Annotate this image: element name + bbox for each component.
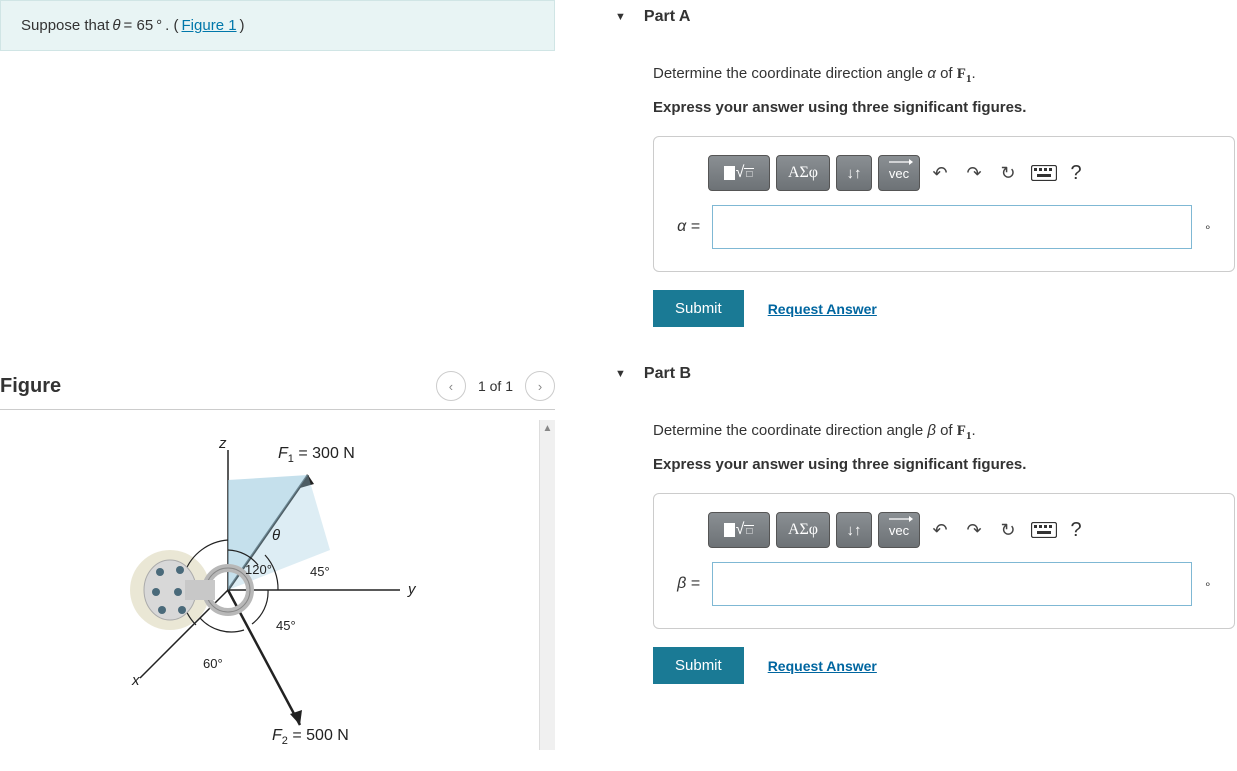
- formula-template-button[interactable]: √□: [708, 512, 770, 548]
- caret-down-icon: ▼: [615, 368, 626, 380]
- reset-button[interactable]: ↻: [994, 512, 1022, 548]
- angle-120: 120°: [245, 562, 272, 577]
- redo-button[interactable]: ↷: [960, 155, 988, 191]
- figure-scrollbar[interactable]: ▲: [539, 420, 555, 750]
- f1-label: F1 = 300 N: [278, 445, 355, 465]
- part-b-unit: ∘: [1204, 577, 1216, 591]
- problem-suffix: . (: [165, 17, 178, 34]
- keyboard-button[interactable]: [1028, 155, 1060, 191]
- part-a-submit-button[interactable]: Submit: [653, 290, 744, 327]
- figure-title: Figure: [0, 375, 61, 398]
- f2-label: F2 = 500 N: [272, 727, 349, 747]
- undo-button[interactable]: ↶: [926, 512, 954, 548]
- part-b-header[interactable]: ▼ Part B: [605, 357, 1235, 392]
- part-b-input[interactable]: [712, 562, 1192, 606]
- figure-next-button[interactable]: ›: [525, 371, 555, 401]
- part-a-title: Part A: [644, 8, 691, 26]
- problem-degree: °: [156, 17, 162, 34]
- scroll-up-icon: ▲: [540, 420, 555, 436]
- keyboard-button[interactable]: [1028, 512, 1060, 548]
- figure-body: z y x F1 = 300 N F2 = 500 N θ 120° 45° 4…: [0, 420, 555, 750]
- problem-equals: = 65: [124, 17, 154, 34]
- problem-prefix: Suppose that: [21, 17, 109, 34]
- part-a-hint: Express your answer using three signific…: [653, 99, 1235, 116]
- formula-template-button[interactable]: √□: [708, 155, 770, 191]
- part-b-hint: Express your answer using three signific…: [653, 456, 1235, 473]
- greek-symbols-button[interactable]: ΑΣφ: [776, 512, 830, 548]
- help-button[interactable]: ?: [1066, 155, 1086, 191]
- part-b-prompt: Determine the coordinate direction angle…: [653, 422, 1235, 442]
- axis-y-label: y: [407, 581, 417, 598]
- part-a-label: α =: [672, 218, 700, 236]
- part-b-label: β =: [672, 575, 700, 593]
- part-a-input[interactable]: [712, 205, 1192, 249]
- theta-label: θ: [272, 527, 280, 544]
- part-a-request-link[interactable]: Request Answer: [768, 301, 877, 317]
- axis-z-label: z: [218, 435, 227, 452]
- part-b: ▼ Part B Determine the coordinate direct…: [605, 357, 1235, 684]
- figure-nav-text: 1 of 1: [478, 378, 513, 394]
- figure-header: Figure ‹ 1 of 1 ›: [0, 371, 555, 410]
- reset-button[interactable]: ↻: [994, 155, 1022, 191]
- figure-diagram: z y x F1 = 300 N F2 = 500 N θ 120° 45° 4…: [0, 420, 540, 750]
- part-a-unit: ∘: [1204, 220, 1216, 234]
- part-a-answer-box: √□ ΑΣφ ↓↑ vec ↶ ↷ ↻: [653, 136, 1235, 272]
- vector-button[interactable]: vec: [878, 512, 920, 548]
- subsup-button[interactable]: ↓↑: [836, 512, 872, 548]
- part-a: ▼ Part A Determine the coordinate direct…: [605, 0, 1235, 327]
- part-a-prompt: Determine the coordinate direction angle…: [653, 65, 1235, 85]
- part-b-title: Part B: [644, 365, 691, 383]
- axis-x-label: x: [131, 672, 140, 689]
- part-b-answer-box: √□ ΑΣφ ↓↑ vec ↶ ↷ ↻: [653, 493, 1235, 629]
- part-b-request-link[interactable]: Request Answer: [768, 658, 877, 674]
- angle-60: 60°: [203, 656, 223, 671]
- part-b-toolbar: √□ ΑΣφ ↓↑ vec ↶ ↷ ↻: [708, 512, 1216, 548]
- subsup-button[interactable]: ↓↑: [836, 155, 872, 191]
- theta-var: θ: [112, 17, 120, 34]
- part-b-submit-button[interactable]: Submit: [653, 647, 744, 684]
- part-a-header[interactable]: ▼ Part A: [605, 0, 1235, 35]
- angle-45a: 45°: [310, 564, 330, 579]
- redo-button[interactable]: ↷: [960, 512, 988, 548]
- undo-button[interactable]: ↶: [926, 155, 954, 191]
- figure-nav: ‹ 1 of 1 ›: [436, 371, 555, 401]
- help-button[interactable]: ?: [1066, 512, 1086, 548]
- greek-symbols-button[interactable]: ΑΣφ: [776, 155, 830, 191]
- angle-45b: 45°: [276, 618, 296, 633]
- problem-close: ): [240, 17, 245, 34]
- caret-down-icon: ▼: [615, 11, 626, 23]
- figure-link[interactable]: Figure 1: [182, 17, 237, 34]
- problem-statement: Suppose that θ = 65 ° . ( Figure 1 ): [0, 0, 555, 51]
- figure-prev-button[interactable]: ‹: [436, 371, 466, 401]
- vector-button[interactable]: vec: [878, 155, 920, 191]
- part-a-toolbar: √□ ΑΣφ ↓↑ vec ↶ ↷ ↻: [708, 155, 1216, 191]
